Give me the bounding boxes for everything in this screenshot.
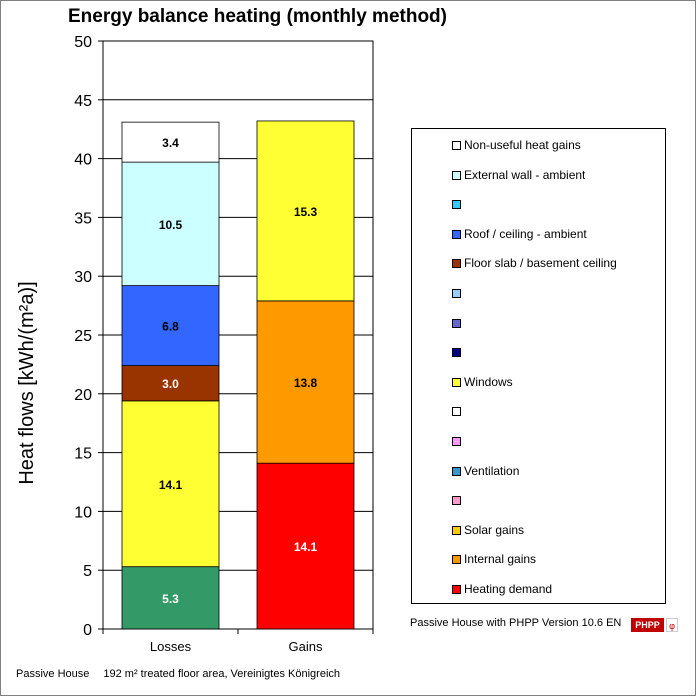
legend-label: Heating demand xyxy=(464,582,553,596)
legend-swatch xyxy=(452,466,461,476)
legend-swatch xyxy=(452,407,461,417)
y-tick-label: 40 xyxy=(74,152,92,169)
legend-swatch xyxy=(452,437,461,446)
legend-swatch xyxy=(452,348,461,358)
bar-segment xyxy=(121,566,220,630)
y-tick-label: 5 xyxy=(83,563,92,580)
bar-segment xyxy=(256,120,355,302)
legend-swatch xyxy=(452,259,461,269)
data-label: 6.8 xyxy=(162,320,179,334)
legend-label: Non-useful heat gains xyxy=(464,138,581,152)
data-label: 3.0 xyxy=(162,377,179,391)
y-tick-label: 20 xyxy=(74,387,92,404)
legend-label: Internal gains xyxy=(464,552,537,567)
chart-legend: Non-useful heat gains External wall - amb… xyxy=(411,128,666,604)
legend-swatch xyxy=(452,585,461,594)
footer-org: Passive House xyxy=(16,668,90,680)
legend-swatch xyxy=(452,229,461,239)
version-note: Passive House with PHPP Version 10.6 EN xyxy=(410,617,622,629)
y-tick-label: 0 xyxy=(83,622,92,639)
legend-label: External wall - ambient xyxy=(464,167,586,182)
y-tick-label: 10 xyxy=(74,504,92,521)
bar-segment xyxy=(256,300,355,464)
y-tick-label: 25 xyxy=(74,328,92,345)
data-label: 3.4 xyxy=(162,136,179,150)
legend-swatch xyxy=(452,200,461,210)
y-tick-label: 35 xyxy=(74,210,92,227)
legend-swatch xyxy=(452,289,461,298)
data-label: 14.1 xyxy=(159,478,183,492)
legend-swatch xyxy=(452,496,461,506)
legend-swatch xyxy=(452,525,461,535)
legend-swatch xyxy=(452,377,461,387)
footer-info: Passive House 192 m² treated floor area, … xyxy=(16,668,340,680)
y-tick-label: 15 xyxy=(74,446,92,463)
footer-floor-area: 192 m² treated floor area, Vereinigtes K… xyxy=(103,668,341,680)
chart-title: Energy balance heating (monthly method) xyxy=(68,6,447,27)
bar-segment xyxy=(256,462,355,630)
data-label: 14.1 xyxy=(294,540,318,554)
data-label: 13.8 xyxy=(294,376,318,390)
x-tick-label: Gains xyxy=(289,639,323,654)
bar-segment xyxy=(121,400,220,568)
legend-label: Solar gains xyxy=(464,522,525,537)
bar-segment xyxy=(121,365,220,402)
phpp-logo: PHPP φ xyxy=(631,618,679,632)
legend-label: Ventilation xyxy=(464,463,520,478)
legend-swatch xyxy=(452,318,461,328)
y-tick-label: 30 xyxy=(74,269,92,286)
bar-segment xyxy=(121,121,220,163)
phi-icon: φ xyxy=(666,618,678,632)
legend-label: Floor slab / basement ceiling xyxy=(464,256,617,271)
y-tick-label: 45 xyxy=(74,93,92,110)
data-label: 15.3 xyxy=(294,205,318,219)
y-axis-label: Heat flows [kWh/(m²a)] xyxy=(16,281,38,484)
data-label: 10.5 xyxy=(159,218,183,232)
data-label: 5.3 xyxy=(162,592,179,606)
legend-swatch xyxy=(452,141,461,150)
bar-segment xyxy=(121,285,220,366)
legend-label: Roof / ceiling - ambient xyxy=(464,226,587,241)
x-tick-label: Losses xyxy=(150,639,192,654)
legend-swatch xyxy=(452,555,461,565)
phpp-logo-text: PHPP xyxy=(631,618,664,632)
legend-label: Windows xyxy=(464,374,513,389)
legend-swatch xyxy=(452,170,461,180)
y-tick-label: 50 xyxy=(74,34,92,51)
bar-segment xyxy=(121,161,220,287)
